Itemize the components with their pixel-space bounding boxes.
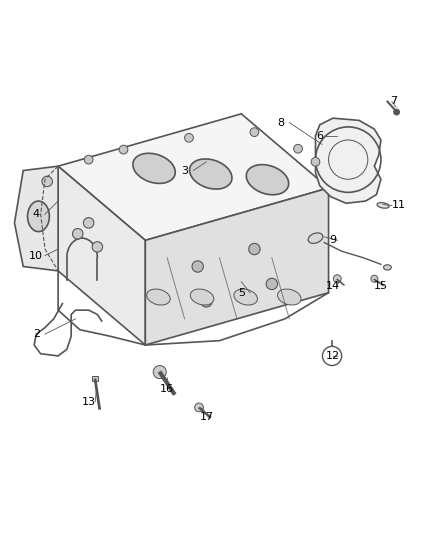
Text: 14: 14 — [325, 281, 339, 291]
Circle shape — [200, 296, 212, 307]
Ellipse shape — [146, 289, 170, 305]
Circle shape — [153, 366, 166, 378]
Circle shape — [248, 244, 259, 255]
Ellipse shape — [28, 201, 49, 232]
Circle shape — [392, 109, 399, 115]
Text: 12: 12 — [325, 351, 339, 361]
Circle shape — [370, 275, 377, 282]
Circle shape — [84, 155, 93, 164]
Text: 13: 13 — [81, 397, 95, 407]
Circle shape — [184, 133, 193, 142]
Polygon shape — [92, 376, 98, 381]
Circle shape — [42, 176, 52, 187]
Circle shape — [83, 217, 94, 228]
Circle shape — [92, 241, 102, 252]
Circle shape — [119, 145, 127, 154]
Text: 9: 9 — [328, 236, 336, 245]
Polygon shape — [145, 188, 328, 345]
Ellipse shape — [307, 233, 322, 244]
Circle shape — [293, 144, 302, 153]
Ellipse shape — [246, 165, 288, 195]
Text: 3: 3 — [181, 166, 187, 175]
Text: 6: 6 — [316, 131, 323, 141]
Ellipse shape — [383, 265, 391, 270]
Circle shape — [265, 278, 277, 289]
Text: 16: 16 — [160, 384, 174, 394]
Circle shape — [194, 403, 203, 412]
Ellipse shape — [133, 154, 175, 183]
Text: 7: 7 — [389, 96, 397, 106]
Polygon shape — [315, 118, 380, 203]
Polygon shape — [58, 114, 328, 240]
Text: 8: 8 — [276, 118, 283, 127]
Ellipse shape — [233, 289, 257, 305]
Ellipse shape — [277, 289, 300, 305]
Text: 5: 5 — [237, 288, 244, 297]
Text: 2: 2 — [33, 329, 40, 339]
Ellipse shape — [190, 289, 213, 305]
Circle shape — [250, 128, 258, 136]
Circle shape — [332, 275, 340, 282]
Ellipse shape — [376, 203, 388, 208]
Text: 11: 11 — [390, 200, 404, 211]
Circle shape — [311, 157, 319, 166]
Polygon shape — [58, 166, 145, 345]
Text: 10: 10 — [29, 251, 43, 261]
Polygon shape — [14, 166, 58, 271]
Text: 17: 17 — [199, 412, 213, 422]
Ellipse shape — [189, 159, 231, 189]
Circle shape — [191, 261, 203, 272]
Circle shape — [72, 229, 83, 239]
Text: 15: 15 — [373, 281, 387, 291]
Text: 4: 4 — [33, 209, 40, 219]
